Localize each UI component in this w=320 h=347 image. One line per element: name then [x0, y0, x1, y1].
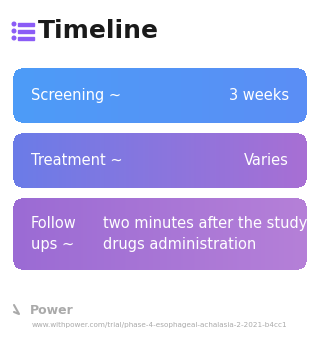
Text: Treatment ~: Treatment ~	[31, 153, 123, 168]
Text: Screening ~: Screening ~	[31, 88, 121, 103]
Bar	[18, 29, 34, 33]
Text: Power: Power	[30, 304, 74, 316]
Text: 3 weeks: 3 weeks	[229, 88, 289, 103]
Text: two minutes after the study: two minutes after the study	[103, 216, 308, 231]
Text: Timeline: Timeline	[38, 19, 159, 43]
Text: www.withpower.com/trial/phase-4-esophageal-achalasia-2-2021-b4cc1: www.withpower.com/trial/phase-4-esophage…	[32, 322, 288, 328]
Text: drugs administration: drugs administration	[103, 237, 256, 252]
Circle shape	[12, 36, 16, 40]
Text: ups ~: ups ~	[31, 237, 74, 252]
Bar	[18, 36, 34, 40]
Bar	[18, 23, 34, 25]
Text: Follow: Follow	[31, 216, 77, 231]
Circle shape	[12, 22, 16, 26]
Text: Varies: Varies	[244, 153, 289, 168]
Circle shape	[12, 29, 16, 33]
